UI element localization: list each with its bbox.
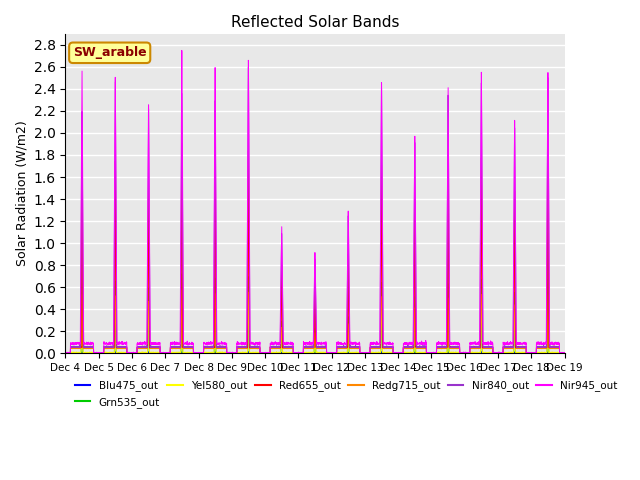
Y-axis label: Solar Radiation (W/m2): Solar Radiation (W/m2) [15, 120, 28, 266]
Text: SW_arable: SW_arable [73, 46, 147, 60]
Legend: Blu475_out, Grn535_out, Yel580_out, Red655_out, Redg715_out, Nir840_out, Nir945_: Blu475_out, Grn535_out, Yel580_out, Red6… [70, 376, 622, 412]
Title: Reflected Solar Bands: Reflected Solar Bands [231, 15, 399, 30]
